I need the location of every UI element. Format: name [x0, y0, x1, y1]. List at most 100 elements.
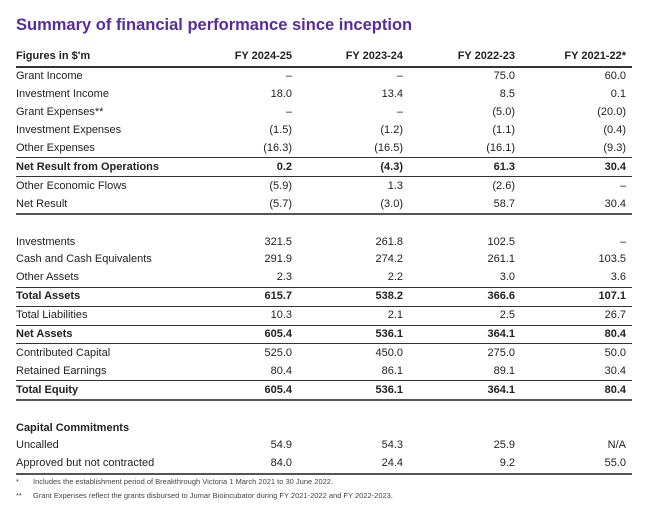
cell-value: (1.5): [269, 124, 292, 137]
cell-value: 13.4: [381, 88, 403, 101]
table-row: Total Equity 605.4 536.1 364.1 80.4: [16, 380, 632, 402]
cell-value: (9.3): [603, 142, 626, 154]
table-row: Grant Expenses** – – (5.0) (20.0): [16, 104, 632, 122]
cell-value: (3.0): [298, 195, 409, 216]
cell-value: 364.1: [409, 380, 521, 402]
table-row: Investment Expenses (1.5) (1.2) (1.1) (0.4): [16, 122, 632, 140]
cell-value: –: [619, 235, 626, 248]
row-label: Contributed Capital: [16, 346, 111, 359]
column-header: FY 2023-24: [298, 47, 409, 68]
row-label: Other Assets: [16, 271, 79, 284]
cell-value: 84.0: [196, 454, 298, 475]
table-row: Approved but not contracted 84.0 24.4 9.2 55…: [16, 454, 632, 475]
cell-value: 2.5: [499, 309, 515, 322]
cell-value: (16.1): [486, 142, 515, 154]
row-label: Approved but not contracted: [16, 454, 196, 475]
row-label: Total Liabilities: [16, 309, 88, 322]
table-row: Investment Income 18.0 13.4 8.5 0.1: [16, 86, 632, 104]
footnote-text: Includes the establishment period of Bre…: [33, 477, 334, 486]
cell-value: 10.3: [270, 309, 292, 322]
cell-value: 261.1: [487, 253, 515, 266]
section-heading-row: Capital Commitments: [16, 419, 632, 437]
footnote-mark: **: [16, 491, 22, 500]
row-label: Uncalled: [16, 439, 59, 452]
cell-value: 75.0: [493, 70, 515, 83]
cell-value: 30.4: [521, 157, 632, 178]
table-row: Investments 321.5 261.8 102.5 –: [16, 233, 632, 251]
spacer-row: [16, 214, 632, 233]
table-row: Net Assets 605.4 536.1 364.1 80.4: [16, 324, 632, 345]
cell-value: (16.3): [263, 142, 292, 154]
row-label: Capital Commitments: [16, 421, 130, 434]
cell-value: (0.4): [603, 124, 626, 137]
table-header-row: Figures in $'m FY 2024-25 FY 2023-24 FY …: [16, 47, 632, 68]
table-row: Retained Earnings 80.4 86.1 89.1 30.4: [16, 362, 632, 380]
row-label: Investment Expenses: [16, 124, 122, 137]
cell-value: (5.7): [196, 195, 298, 216]
cell-value: 102.5: [487, 235, 515, 248]
table-row: Other Expenses (16.3) (16.5) (16.1) (9.3): [16, 140, 632, 158]
table-row: Total Liabilities 10.3 2.1 2.5 26.7: [16, 306, 632, 325]
cell-value: –: [396, 106, 403, 119]
cell-value: 536.1: [298, 380, 409, 402]
cell-value: 80.4: [521, 324, 632, 345]
financial-summary-table: Figures in $'m FY 2024-25 FY 2023-24 FY …: [16, 47, 632, 475]
cell-value: 3.0: [499, 271, 515, 284]
cell-value: 3.6: [610, 271, 626, 284]
cell-value: 58.7: [409, 195, 521, 216]
row-label: Retained Earnings: [16, 364, 107, 377]
cell-value: (16.5): [374, 142, 403, 154]
cell-value: 364.1: [409, 324, 521, 345]
cell-value: 54.9: [270, 439, 292, 452]
spacer: [16, 214, 632, 233]
table-row: Net Result from Operations 0.2 (4.3) 61.3 30…: [16, 157, 632, 178]
row-label: Investment Income: [16, 88, 109, 101]
cell-value: [409, 419, 521, 437]
cell-value: 2.1: [387, 309, 403, 322]
cell-value: 18.0: [270, 88, 292, 101]
cell-value: 615.7: [196, 286, 298, 307]
row-label: Grant Income: [16, 70, 83, 83]
table-row: Total Assets 615.7 538.2 366.6 107.1: [16, 286, 632, 307]
cell-value: –: [396, 70, 403, 83]
cell-value: 55.0: [521, 454, 632, 475]
cell-value: –: [285, 70, 292, 83]
cell-value: 321.5: [264, 235, 292, 248]
row-label: Net Result from Operations: [16, 157, 196, 178]
row-label: Net Result: [16, 195, 196, 216]
cell-value: 605.4: [196, 324, 298, 345]
cell-value: 2.2: [387, 271, 403, 284]
row-label: Other Expenses: [16, 142, 95, 154]
table-row: Contributed Capital 525.0 450.0 275.0 50.0: [16, 344, 632, 362]
table-row: Cash and Cash Equivalents 291.9 274.2 261.1…: [16, 251, 632, 269]
cell-value: 26.7: [604, 309, 626, 322]
row-label: Other Economic Flows: [16, 179, 127, 192]
cell-value: 107.1: [521, 286, 632, 307]
cell-value: 80.4: [270, 364, 292, 377]
cell-value: 9.2: [409, 454, 521, 475]
cell-value: 0.2: [196, 157, 298, 178]
cell-value: 275.0: [487, 346, 515, 359]
cell-value: (5.0): [492, 106, 515, 119]
spacer: [16, 400, 632, 419]
cell-value: (20.0): [597, 106, 626, 119]
cell-value: 525.0: [264, 346, 292, 359]
cell-value: 274.2: [375, 253, 403, 266]
cell-value: [521, 419, 632, 437]
table-row: Grant Income – – 75.0 60.0: [16, 67, 632, 86]
cell-value: 605.4: [196, 380, 298, 402]
cell-value: (1.2): [380, 124, 403, 137]
row-label: Cash and Cash Equivalents: [16, 253, 152, 266]
cell-value: 89.1: [493, 364, 515, 377]
cell-value: (5.9): [269, 179, 292, 192]
page-title: Summary of financial performance since i…: [16, 16, 413, 34]
cell-value: 30.4: [604, 364, 626, 377]
cell-value: 24.4: [298, 454, 409, 475]
row-label: Grant Expenses**: [16, 106, 104, 119]
cell-value: 366.6: [409, 286, 521, 307]
cell-value: [298, 419, 409, 437]
row-label: Total Equity: [16, 380, 196, 402]
cell-value: 103.5: [598, 253, 626, 266]
cell-value: 0.1: [610, 88, 626, 101]
column-header: FY 2024-25: [196, 47, 298, 68]
